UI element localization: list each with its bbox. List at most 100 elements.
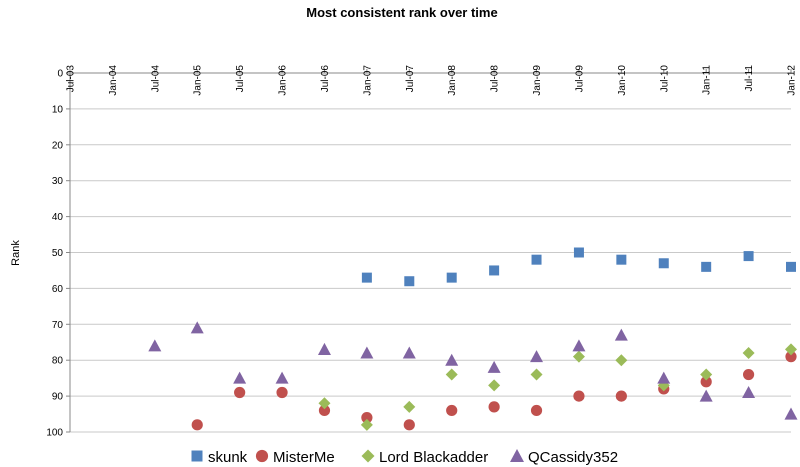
legend-label: Lord Blackadder [379, 449, 488, 466]
legend-swatch [510, 449, 524, 462]
legend-item: skunk [191, 449, 248, 466]
x-tick-label: Jan-12 [787, 65, 798, 96]
legend-item: QCassidy352 [510, 449, 618, 466]
x-tick-label: Jul-05 [235, 65, 246, 93]
x-tick-label: Jul-06 [320, 65, 331, 93]
data-point [615, 390, 627, 402]
x-tick-label: Jan-04 [108, 65, 119, 96]
legend-swatch [255, 449, 269, 463]
data-point [487, 360, 501, 373]
data-point [403, 400, 416, 413]
data-point [573, 390, 585, 402]
x-tick-label: Jan-07 [362, 65, 373, 96]
gridlines [70, 72, 791, 433]
data-point [361, 272, 372, 283]
y-tick-label: 70 [52, 320, 64, 331]
data-point [402, 346, 416, 359]
data-point [234, 386, 246, 399]
data-point [361, 412, 373, 424]
x-tick-label: Jan-11 [702, 65, 713, 95]
data-point [445, 368, 458, 381]
data-point [572, 339, 586, 352]
y-tick-labels: 0 10 20 30 40 50 60 70 80 90 100 [46, 69, 63, 439]
x-tick-label: Jul-03 [66, 65, 77, 93]
data-point [700, 368, 713, 381]
data-point [699, 389, 713, 402]
legend-label: QCassidy352 [528, 449, 618, 466]
x-tick-label: Jul-10 [659, 65, 670, 93]
y-tick-label: 80 [52, 356, 64, 367]
data-point [148, 339, 162, 352]
axes [66, 69, 792, 433]
legend-item: Lord Blackadder [361, 449, 488, 466]
data-point [190, 321, 204, 334]
data-point [404, 276, 415, 287]
data-point [743, 251, 754, 262]
x-tick-label: Jul-09 [574, 65, 585, 93]
chart-title: Most consistent rank over time [306, 5, 497, 20]
series-qcassidy352 [148, 321, 798, 420]
y-axis-label: Rank [10, 240, 22, 266]
y-tick-label: 0 [57, 69, 63, 80]
data-point [446, 272, 457, 283]
data-points [148, 247, 798, 431]
data-point [701, 261, 712, 272]
data-point [657, 371, 671, 384]
data-point [360, 418, 373, 431]
x-tick-label: Jul-07 [405, 65, 416, 93]
data-point [318, 404, 331, 417]
series-lord-blackadder [318, 343, 797, 431]
data-point [488, 401, 500, 413]
y-tick-label: 60 [52, 284, 64, 295]
x-tick-label: Jan-09 [532, 65, 543, 96]
legend-label: skunk [208, 449, 248, 466]
data-point [318, 397, 331, 410]
data-point [488, 379, 501, 392]
data-point [742, 347, 755, 360]
data-point [531, 254, 542, 265]
y-tick-label: 10 [52, 104, 64, 115]
data-point [616, 254, 627, 265]
y-tick-label: 30 [52, 176, 64, 187]
y-tick-label: 50 [52, 248, 64, 259]
x-tick-labels: Jul-03 Jan-04 Jul-04 Jan-05 Jul-05 Jan-06 Jul-… [66, 65, 798, 96]
series-skunk [361, 247, 796, 287]
data-point [615, 354, 628, 367]
data-point [658, 258, 669, 269]
y-tick-label: 100 [46, 428, 63, 439]
data-point [742, 386, 756, 399]
data-point [275, 371, 289, 384]
x-tick-label: Jan-06 [278, 65, 289, 96]
data-point [445, 353, 459, 366]
data-point [530, 350, 544, 363]
data-point [403, 419, 415, 431]
data-point [786, 261, 796, 272]
data-point [700, 376, 712, 388]
data-point [233, 371, 247, 384]
data-point [742, 368, 755, 381]
y-tick-label: 40 [52, 212, 64, 223]
legend: skunk MisterMe Lord Blackadder QCassidy352 [191, 449, 618, 466]
data-point [276, 386, 288, 399]
legend-swatch [191, 450, 203, 462]
x-tick-label: Jul-11 [744, 65, 755, 92]
x-tick-label: Jul-04 [150, 65, 161, 93]
legend-item: MisterMe [255, 449, 335, 466]
data-point [573, 247, 584, 258]
data-point [191, 419, 203, 431]
data-point [530, 368, 543, 381]
data-point [785, 343, 797, 356]
x-tick-label: Jan-08 [447, 65, 458, 96]
data-point [360, 346, 374, 359]
x-tick-label: Jul-08 [490, 65, 501, 93]
data-point [317, 342, 331, 355]
data-point [446, 404, 458, 417]
y-tick-label: 90 [52, 392, 64, 403]
data-point [614, 328, 628, 341]
data-point [530, 404, 543, 417]
legend-label: MisterMe [273, 449, 335, 466]
y-tick-label: 20 [52, 140, 64, 151]
x-tick-label: Jan-10 [617, 65, 628, 96]
